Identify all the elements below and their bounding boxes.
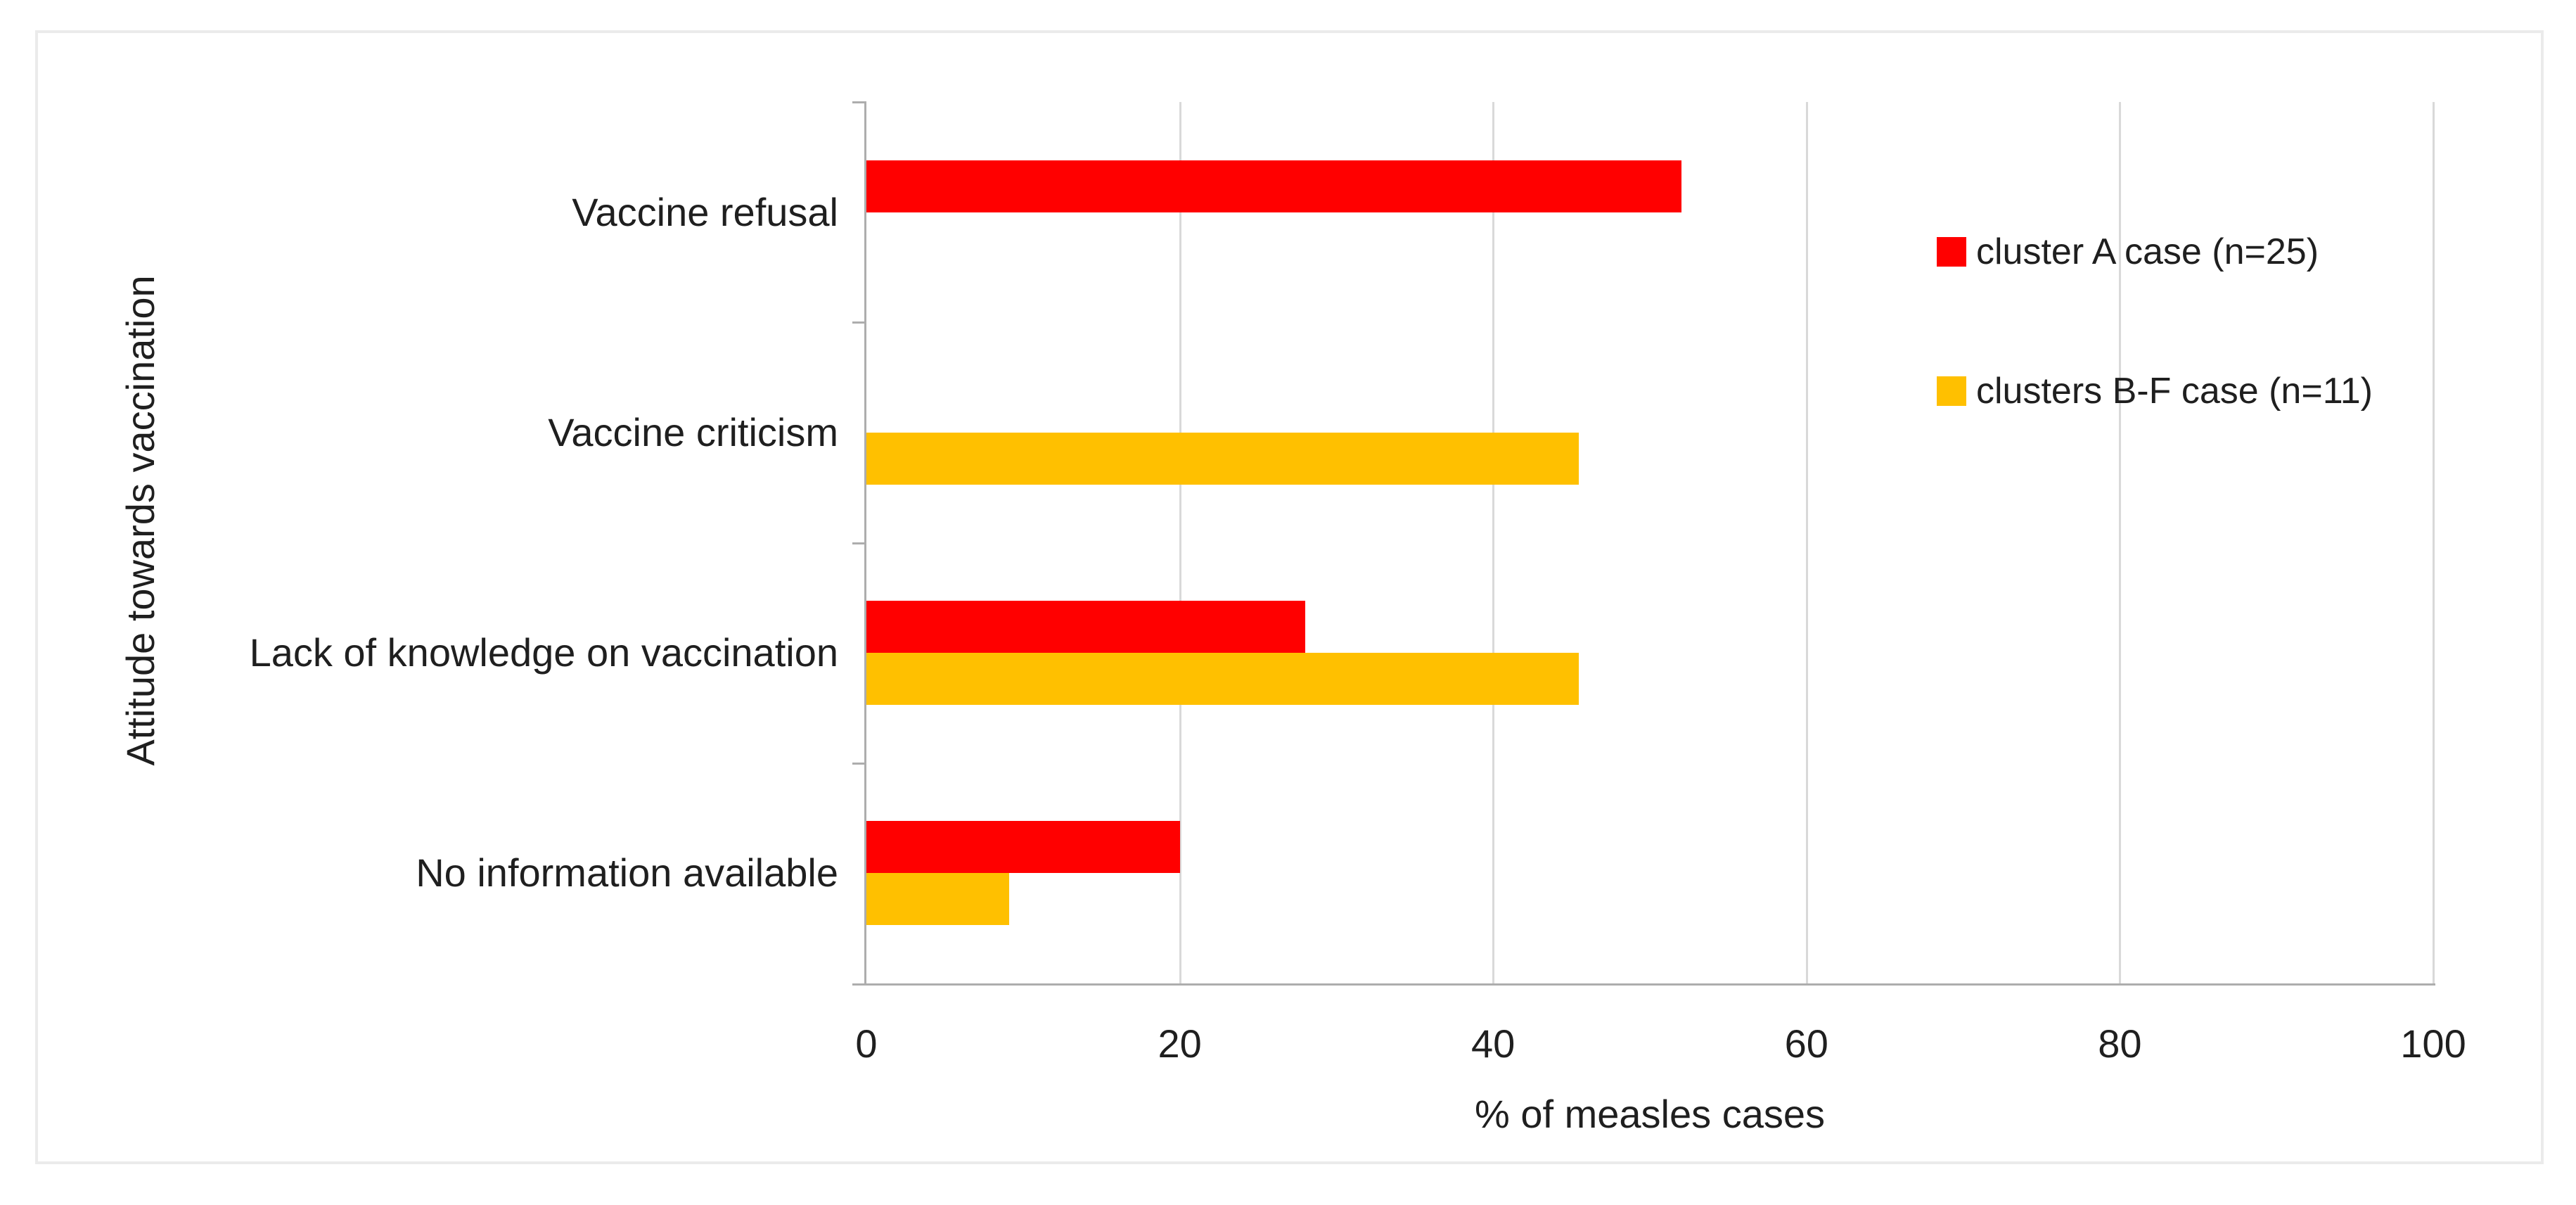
legend-marker-cluster-a-icon xyxy=(1937,237,1966,267)
chart-border-frame xyxy=(35,30,2544,1164)
legend-label-cluster-a: cluster A case (n=25) xyxy=(1976,231,2319,272)
bar-cluster-a-no-information-available xyxy=(866,821,1180,874)
bar-clusters-b-f-no-information-available xyxy=(866,873,1009,926)
bar-clusters-b-f-lack-of-knowledge-on-vaccination xyxy=(866,653,1579,706)
x-axis-line xyxy=(852,983,2435,986)
x-tick-label-40: 40 xyxy=(1471,1021,1516,1066)
plot-area xyxy=(866,102,2435,983)
bar-clusters-b-f-vaccine-criticism xyxy=(866,432,1579,485)
category-label-vaccine-refusal: Vaccine refusal xyxy=(572,189,838,234)
y-axis-title: Attitude towards vaccination xyxy=(118,275,162,766)
y-axis-tick xyxy=(852,321,866,324)
x-tick-label-100: 100 xyxy=(2400,1021,2466,1066)
x-tick-label-20: 20 xyxy=(1158,1021,1202,1066)
gridline-x-40 xyxy=(1492,102,1495,983)
y-axis-tick xyxy=(852,101,866,103)
gridline-x-80 xyxy=(2119,102,2122,983)
x-tick-label-80: 80 xyxy=(2098,1021,2142,1066)
legend-item-clusters-b-f: clusters B-F case (n=11) xyxy=(1937,370,2373,412)
x-axis-title: % of measles cases xyxy=(1475,1092,1825,1136)
x-tick-label-60: 60 xyxy=(1784,1021,1828,1066)
legend-item-cluster-a: cluster A case (n=25) xyxy=(1937,231,2319,273)
y-axis-tick xyxy=(852,762,866,765)
gridline-x-100 xyxy=(2433,102,2435,983)
bar-cluster-a-lack-of-knowledge-on-vaccination xyxy=(866,601,1305,653)
y-axis-tick xyxy=(852,542,866,544)
gridline-x-60 xyxy=(1805,102,1808,983)
legend-label-clusters-b-f: clusters B-F case (n=11) xyxy=(1976,371,2373,412)
category-label-no-information-available: No information available xyxy=(416,850,838,895)
bar-cluster-a-vaccine-refusal xyxy=(866,160,1681,212)
gridline-x-20 xyxy=(1179,102,1181,983)
category-label-lack-of-knowledge-on-vaccination: Lack of knowledge on vaccination xyxy=(249,630,838,675)
x-tick-label-0: 0 xyxy=(855,1021,878,1066)
legend-marker-clusters-b-f-icon xyxy=(1937,376,1966,406)
category-label-vaccine-criticism: Vaccine criticism xyxy=(548,409,838,454)
